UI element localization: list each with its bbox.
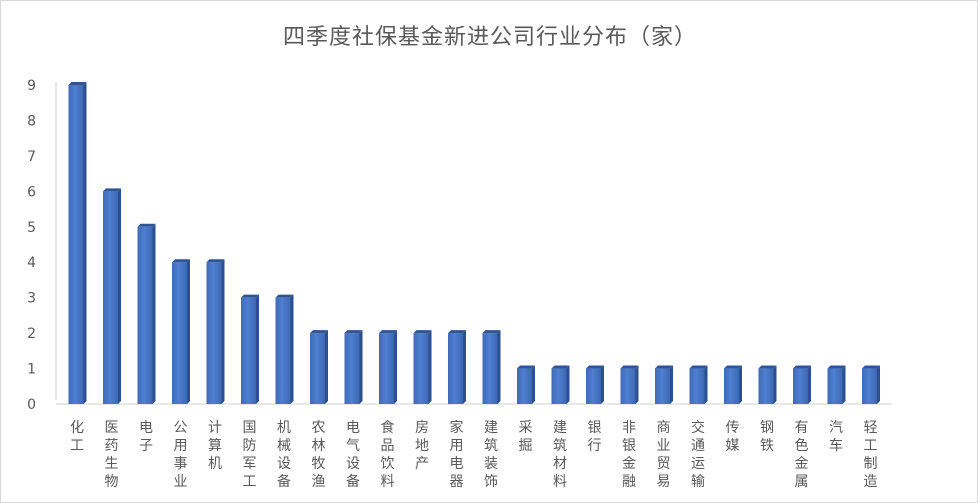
bar [310,330,328,404]
bar [620,365,639,404]
x-category-label: 电子 [139,420,153,454]
x-category-label: 国防军工 [243,420,257,490]
bar [551,365,570,404]
bar [482,330,501,404]
x-category-label: 公用事业 [174,420,188,490]
y-tick-label: 1 [27,362,36,378]
bar [793,365,811,404]
x-category-label: 电气设备 [346,420,360,490]
y-tick-label: 5 [27,220,36,236]
x-category-label: 建筑装饰 [484,420,498,490]
bar [689,365,708,404]
bar [206,259,225,404]
y-tick-label: 8 [27,113,36,129]
x-category-label: 传媒 [726,420,740,454]
x-category-label: 非银金融 [622,420,636,490]
y-tick-label: 0 [27,397,36,413]
y-tick-label: 4 [27,255,36,271]
bar [241,294,259,404]
x-category-label: 家用电器 [450,419,464,490]
bar [137,223,156,404]
x-category-label: 农林牧渔 [312,420,326,490]
x-category-label: 房地产 [415,420,429,472]
y-tick-label: 6 [27,184,36,200]
bar [413,330,432,404]
bar [172,259,190,404]
bar [586,365,604,404]
chart-title: 四季度社保基金新进公司行业分布（家） [282,25,697,50]
x-category-label: 机械设备 [277,420,291,490]
bar [862,365,880,404]
bar [724,365,742,404]
bar [344,330,363,404]
bar [517,365,535,404]
x-category-label: 轻工制造 [864,420,878,490]
x-category-label: 建筑材料 [553,420,567,490]
bar [448,330,466,404]
x-category-label: 计算机 [208,420,222,472]
bar [68,82,87,404]
bar [103,188,121,404]
y-tick-label: 9 [27,78,36,94]
x-category-label: 医药生物 [105,420,119,490]
y-tick-label: 3 [27,291,36,307]
x-category-label: 钢铁 [760,420,774,454]
bar [275,294,294,404]
x-category-label: 汽车 [829,420,843,454]
x-category-label: 食品饮料 [381,419,395,490]
bar [655,365,673,404]
y-tick-label: 2 [27,326,36,342]
x-category-label: 商业贸易 [657,420,671,490]
x-category-label: 化工 [70,420,84,454]
y-tick-label: 7 [27,149,36,165]
bar [379,330,397,404]
bar [827,365,846,404]
x-category-label: 交通运输 [691,419,705,490]
x-category-label: 采掘 [519,420,533,454]
x-category-label: 银行 [588,420,602,454]
bar [758,365,777,404]
x-category-label: 有色金属 [795,420,809,490]
